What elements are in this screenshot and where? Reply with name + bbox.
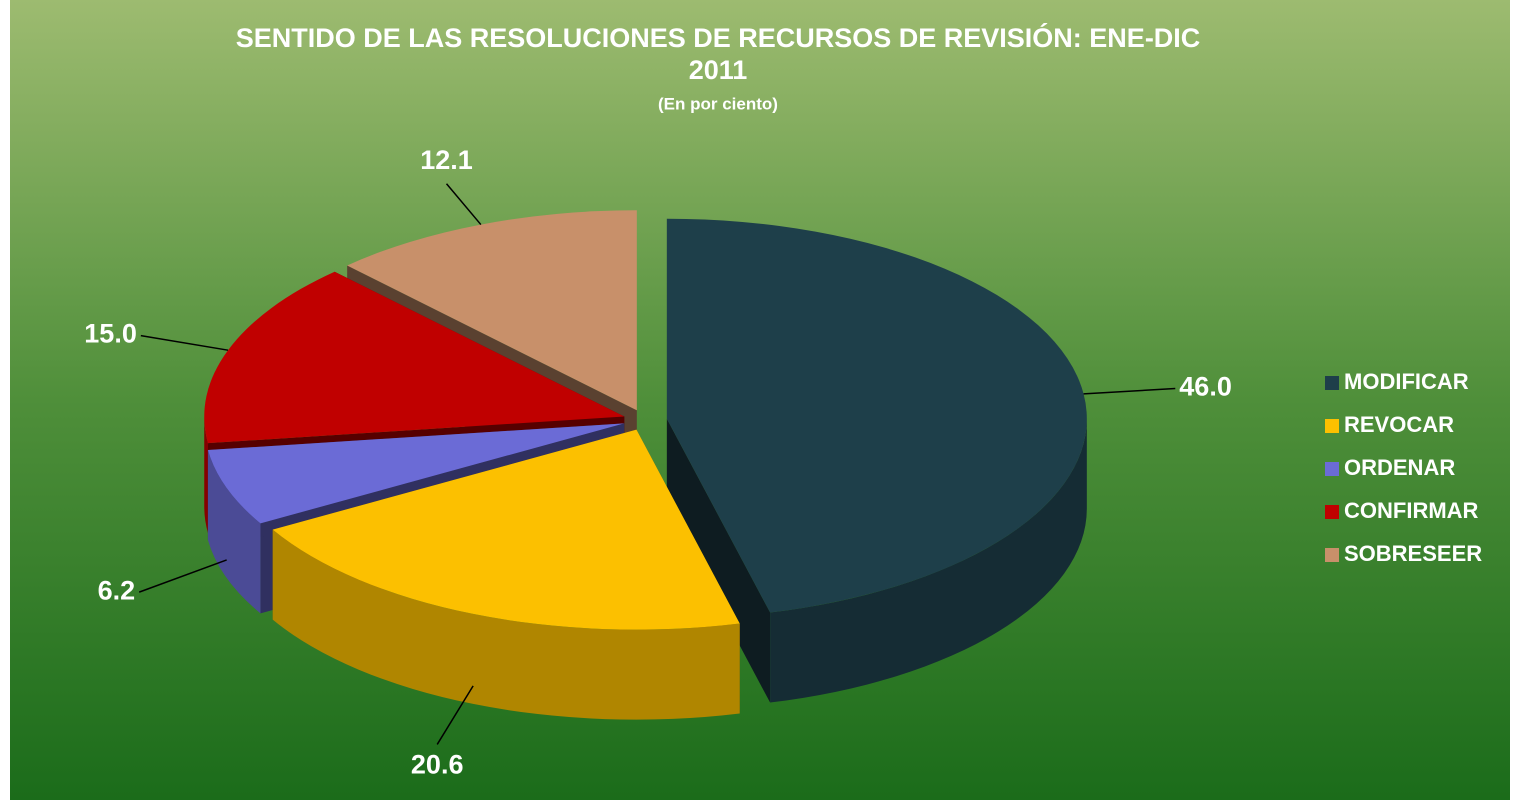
pie-slice [347,210,637,411]
pie-slice [204,271,625,444]
slice-wall [666,418,771,703]
legend-label: REVOCAR [1344,412,1454,437]
pie-slice [272,429,740,630]
legend-label: ORDENAR [1344,455,1455,480]
data-label: 46.0 [1179,372,1232,402]
leader-line [138,559,227,593]
leader-line [436,685,474,745]
legend-swatch [1325,462,1339,476]
legend-label: MODIFICAR [1344,369,1469,394]
leader-line [140,334,229,351]
slice-side [272,529,740,720]
slice-side [770,418,1087,703]
slice-side [207,450,261,614]
leader-line [445,183,482,226]
pie-slice [666,218,1087,613]
pie-slice [207,423,625,524]
slice-side [204,416,208,534]
legend-label: CONFIRMAR [1344,498,1479,523]
data-label: 15.0 [84,319,137,349]
data-label: 20.6 [411,750,464,780]
data-label: 12.1 [420,145,473,175]
legend-swatch [1325,376,1339,390]
data-label: 6.2 [98,575,136,605]
chart-title: SENTIDO DE LAS RESOLUCIONES DE RECURSOS … [236,22,1201,85]
legend-swatch [1325,419,1339,433]
legend-swatch [1325,505,1339,519]
legend-swatch [1325,548,1339,562]
legend-label: SOBRESEER [1344,541,1482,566]
leader-line [1083,387,1176,395]
chart-subtitle: (En por ciento) [658,94,778,113]
